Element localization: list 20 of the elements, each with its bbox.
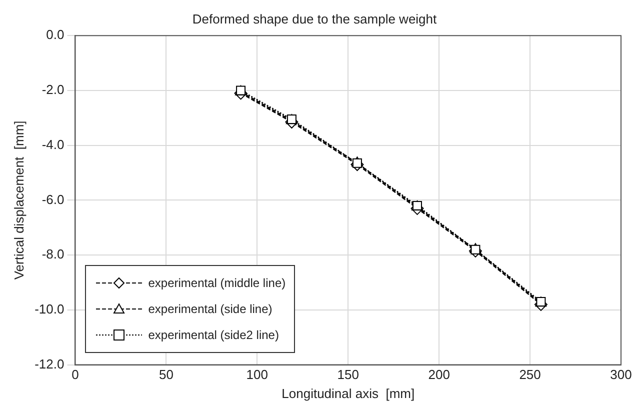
y-tick-label: -6.0 [42, 192, 64, 207]
x-tick-label: 0 [72, 367, 79, 382]
x-tick-label: 300 [610, 367, 632, 382]
y-tick-label: 0.0 [46, 27, 64, 42]
x-tick-label: 200 [428, 367, 450, 382]
y-axis-title: Vertical displacement [mm] [11, 120, 26, 280]
x-tick-label: 250 [519, 367, 541, 382]
legend-label: experimental (side2 line) [148, 328, 279, 342]
x-axis-title: Longitudinal axis [mm] [282, 386, 415, 401]
y-tick-label: -8.0 [42, 246, 64, 262]
y-tick-label: -4.0 [42, 136, 64, 152]
x-tick-label: 50 [158, 367, 174, 382]
chart-title: Deformed shape due to the sample weight [192, 11, 438, 26]
x-tick-label: 150 [337, 367, 359, 382]
legend-label: experimental (side line) [148, 302, 272, 316]
y-tick-label: -2.0 [42, 82, 64, 98]
y-tick-label: -12.0 [34, 356, 64, 372]
legend-label: experimental (middle line) [148, 276, 286, 290]
x-tick-label: 100 [246, 367, 268, 382]
y-tick-label: -10.0 [34, 302, 64, 317]
